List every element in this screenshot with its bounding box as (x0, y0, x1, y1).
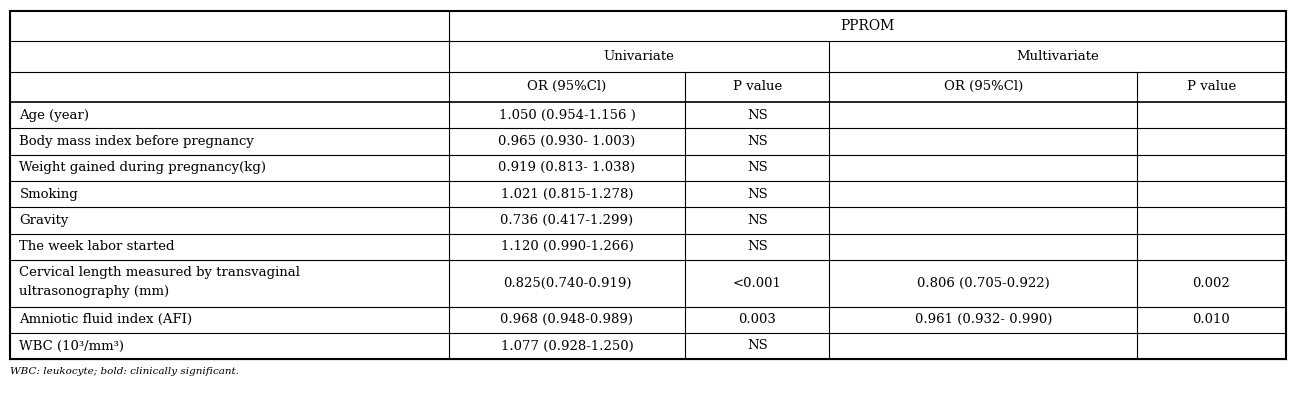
Text: NS: NS (747, 339, 767, 352)
Text: Smoking: Smoking (19, 188, 78, 201)
Text: 1.120 (0.990-1.266): 1.120 (0.990-1.266) (500, 240, 633, 253)
Text: ultrasonography (mm): ultrasonography (mm) (19, 285, 169, 298)
Text: Age (year): Age (year) (19, 109, 89, 122)
Text: NS: NS (747, 135, 767, 148)
Text: Gravity: Gravity (19, 214, 68, 227)
Text: 0.968 (0.948-0.989): 0.968 (0.948-0.989) (500, 313, 633, 326)
Text: 0.961 (0.932- 0.990): 0.961 (0.932- 0.990) (915, 313, 1052, 326)
Text: NS: NS (747, 109, 767, 122)
Text: 0.825(0.740-0.919): 0.825(0.740-0.919) (503, 277, 632, 290)
Text: 0.003: 0.003 (738, 313, 776, 326)
Text: 1.077 (0.928-1.250): 1.077 (0.928-1.250) (500, 339, 633, 352)
Text: <0.001: <0.001 (733, 277, 782, 290)
Text: 0.010: 0.010 (1193, 313, 1230, 326)
Text: Amniotic fluid index (AFI): Amniotic fluid index (AFI) (19, 313, 193, 326)
Text: 0.002: 0.002 (1193, 277, 1230, 290)
Text: 1.050 (0.954-1.156 ): 1.050 (0.954-1.156 ) (499, 109, 636, 122)
Text: P value: P value (733, 81, 782, 93)
Text: Body mass index before pregnancy: Body mass index before pregnancy (19, 135, 255, 148)
Text: 0.919 (0.813- 1.038): 0.919 (0.813- 1.038) (499, 161, 636, 174)
Text: OR (95%Cl): OR (95%Cl) (943, 81, 1023, 93)
Text: WBC (10³/mm³): WBC (10³/mm³) (19, 339, 124, 352)
Text: P value: P value (1186, 81, 1236, 93)
Text: Univariate: Univariate (603, 50, 674, 63)
Text: NS: NS (747, 240, 767, 253)
Text: The week labor started: The week labor started (19, 240, 174, 253)
Text: 1.021 (0.815-1.278): 1.021 (0.815-1.278) (501, 188, 633, 201)
Text: NS: NS (747, 161, 767, 174)
Text: 0.965 (0.930- 1.003): 0.965 (0.930- 1.003) (499, 135, 636, 148)
Text: OR (95%Cl): OR (95%Cl) (527, 81, 607, 93)
Text: Cervical length measured by transvaginal: Cervical length measured by transvaginal (19, 266, 300, 279)
Text: Weight gained during pregnancy(kg): Weight gained during pregnancy(kg) (19, 161, 266, 174)
Text: Multivariate: Multivariate (1016, 50, 1099, 63)
Text: NS: NS (747, 188, 767, 201)
Text: 0.736 (0.417-1.299): 0.736 (0.417-1.299) (500, 214, 633, 227)
Text: WBC: leukocyte; bold: clinically significant.: WBC: leukocyte; bold: clinically signifi… (10, 367, 239, 375)
Text: 0.806 (0.705-0.922): 0.806 (0.705-0.922) (917, 277, 1049, 290)
Text: NS: NS (747, 214, 767, 227)
Text: PPROM: PPROM (840, 19, 894, 33)
